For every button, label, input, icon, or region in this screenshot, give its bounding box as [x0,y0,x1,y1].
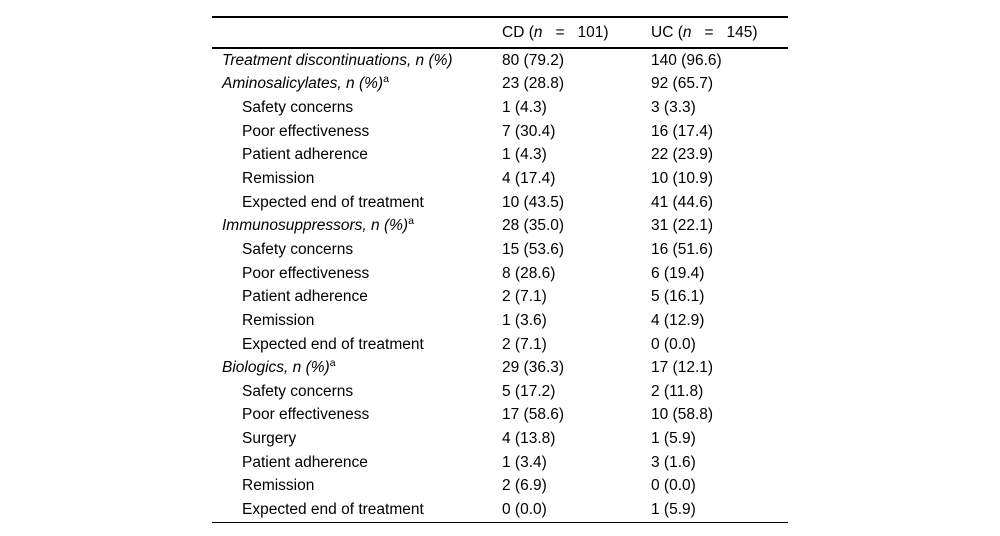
cd-value: 1 (3.4) [502,453,547,471]
cd-value: 23 (28.8) [502,75,565,93]
column-header-uc: UC (n = 145) [651,24,788,42]
uc-value: 16 (17.4) [651,122,714,140]
row-label: Surgery [242,430,297,448]
cd-value: 4 (13.8) [502,430,556,448]
table-row: Safety concerns 1 (4.3) 3 (3.3) [212,96,788,120]
table-row: Expected end of treatment 0 (0.0) 1 (5.9… [212,498,788,522]
cd-value: 17 (58.6) [502,406,565,424]
uc-value: 3 (1.6) [651,453,696,471]
table-row: Patient adherence 1 (4.3) 22 (23.9) [212,144,788,168]
uc-value: 17 (12.1) [651,359,714,377]
table-row: Immunosuppressors, n (%)a 28 (35.0) 31 (… [212,214,788,238]
cd-value: 4 (17.4) [502,170,556,188]
row-label: Remission [242,311,315,329]
cd-value: 1 (4.3) [502,146,547,164]
cd-value: 28 (35.0) [502,217,565,235]
table-row: Treatment discontinuations, n (%) 80 (79… [212,49,788,73]
column-header-cd: CD (n = 101) [502,24,651,42]
row-label: Patient adherence [242,146,368,164]
uc-equals: = [704,23,714,41]
cd-n-symbol: n [533,23,543,41]
table-row: Remission 1 (3.6) 4 (12.9) [212,309,788,333]
cd-value: 2 (7.1) [502,288,547,306]
cd-value: 0 (0.0) [502,500,547,518]
row-label: Expected end of treatment [242,193,424,211]
uc-value: 0 (0.0) [651,335,696,353]
table-row: Safety concerns 5 (17.2) 2 (11.8) [212,380,788,404]
uc-value: 1 (5.9) [651,430,696,448]
uc-count: 145) [726,23,758,41]
table-row: Poor effectiveness 8 (28.6) 6 (19.4) [212,262,788,286]
row-label: Poor effectiveness [242,406,370,424]
uc-value: 6 (19.4) [651,264,705,282]
table-row: Poor effectiveness 7 (30.4) 16 (17.4) [212,120,788,144]
footnote-marker: a [329,356,336,369]
table-body: Treatment discontinuations, n (%) 80 (79… [212,49,788,523]
row-label: Poor effectiveness [242,122,370,140]
cd-value: 1 (4.3) [502,99,547,117]
row-label: Safety concerns [242,240,354,258]
table-row: Remission 2 (6.9) 0 (0.0) [212,475,788,499]
table-row: Remission 4 (17.4) 10 (10.9) [212,167,788,191]
table-row: Biologics, n (%)a 29 (36.3) 17 (12.1) [212,356,788,380]
discontinuation-table: CD (n = 101) UC (n = 145) Treatment disconti… [212,16,788,523]
uc-value: 16 (51.6) [651,240,714,258]
cd-value: 7 (30.4) [502,122,556,140]
footnote-marker: a [383,73,389,86]
uc-value: 92 (65.7) [651,75,714,93]
row-label: Treatment discontinuations, n (%) [222,51,453,69]
cd-value: 15 (53.6) [502,240,565,258]
uc-value: 4 (12.9) [651,311,705,329]
uc-value: 10 (58.8) [651,406,714,424]
uc-value: 31 (22.1) [651,217,714,235]
row-label: Immunosuppressors, n (%)a [222,215,414,235]
uc-value: 2 (11.8) [651,382,704,400]
table-row: Poor effectiveness 17 (58.6) 10 (58.8) [212,404,788,428]
row-label: Expected end of treatment [242,500,424,518]
cd-count: 101) [577,23,609,41]
row-label: Patient adherence [242,288,368,306]
row-label: Aminosalicylates, n (%)a [222,73,389,93]
uc-value: 0 (0.0) [651,477,696,495]
uc-value: 10 (10.9) [651,170,714,188]
table-header-row: CD (n = 101) UC (n = 145) [212,18,788,49]
uc-prefix: UC ( [651,23,683,41]
table-row: Expected end of treatment 10 (43.5) 41 (… [212,191,788,215]
row-label: Safety concerns [242,99,354,117]
uc-value: 5 (16.1) [651,288,705,306]
cd-value: 1 (3.6) [502,311,547,329]
uc-value: 140 (96.6) [651,51,722,69]
cd-value: 8 (28.6) [502,264,556,282]
row-label: Biologics, n (%)a [222,356,336,377]
cd-value: 5 (17.2) [502,382,556,400]
row-label: Remission [242,477,315,495]
uc-value: 41 (44.6) [651,193,714,211]
table-row: Expected end of treatment 2 (7.1) 0 (0.0… [212,333,788,357]
uc-n-symbol: n [682,23,692,41]
row-label: Expected end of treatment [242,335,424,353]
uc-value: 3 (3.3) [651,99,696,117]
cd-value: 80 (79.2) [502,51,565,69]
row-label: Patient adherence [242,453,368,471]
table-row: Surgery 4 (13.8) 1 (5.9) [212,427,788,451]
cd-value: 29 (36.3) [502,359,565,377]
table-row: Aminosalicylates, n (%)a 23 (28.8) 92 (6… [212,73,788,97]
row-label: Poor effectiveness [242,264,370,282]
row-label: Safety concerns [242,382,354,400]
uc-value: 22 (23.9) [651,146,714,164]
table-row: Patient adherence 2 (7.1) 5 (16.1) [212,285,788,309]
cd-equals: = [555,23,565,41]
cd-prefix: CD ( [502,23,534,41]
table-row: Patient adherence 1 (3.4) 3 (1.6) [212,451,788,475]
row-label: Remission [242,170,315,188]
table-row: Safety concerns 15 (53.6) 16 (51.6) [212,238,788,262]
cd-value: 10 (43.5) [502,193,565,211]
footnote-marker: a [408,215,414,228]
cd-value: 2 (6.9) [502,477,547,495]
cd-value: 2 (7.1) [502,335,547,353]
uc-value: 1 (5.9) [651,500,696,518]
